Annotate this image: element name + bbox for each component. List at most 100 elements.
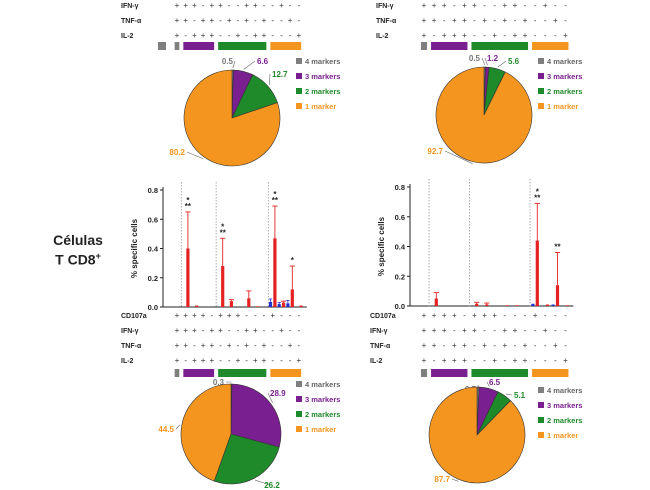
bar-chart-left-y-tick-label: 0.0 [148, 303, 158, 312]
mr-table-group-strip [420, 369, 428, 377]
mr-table-sign: - [564, 326, 567, 335]
mr-table-group-strip [431, 369, 468, 377]
pie-top-left: 0.5 6.612.7 80.2 4 markers 3 markers 2 marker… [169, 57, 340, 167]
ml-table-sign: + [262, 356, 267, 365]
pie-top-right-legend-swatch [538, 88, 544, 94]
top-left-marker-table: IFN-γ + + + - + + - - + + - - + - -TNF-α + + - + + - + - + - + - - + -… [121, 1, 301, 50]
ml-table-sign: - [280, 356, 283, 365]
ml-table-sign: + [270, 311, 275, 320]
ml-table-sign: - [289, 311, 292, 320]
mr-table-sign: + [492, 311, 497, 320]
mr-table-sign: + [482, 311, 487, 320]
pie-bottom-right-slice-label: 87.7 [434, 475, 450, 484]
mr-table-group-strip [532, 369, 569, 377]
ml-table-sign: - [228, 326, 231, 335]
mr-table-sign: + [472, 311, 477, 320]
pie-bottom-left-slice-label: 44.5 [158, 425, 174, 434]
pie-bottom-right-legend-entry: 2 markers [547, 416, 582, 425]
tl-table-sign: - [280, 16, 283, 25]
tr-table-sign: - [524, 1, 527, 10]
pie-top-right-slice-label: 5.6 [508, 57, 520, 66]
side-label-line2: T CD8 [55, 251, 96, 268]
mr-table-sign: - [564, 311, 567, 320]
ml-table-sign: - [245, 311, 248, 320]
ml-table-sign: - [263, 326, 266, 335]
mr-table-sign: + [462, 341, 467, 350]
mr-table-sign: - [473, 356, 476, 365]
bar-chart-right-significance: ** [534, 193, 541, 202]
tl-table-sign: + [201, 16, 206, 25]
tr-table-sign: - [473, 16, 476, 25]
pie-bottom-left-slice-label: 0.3 [213, 378, 225, 387]
pie-top-right-leader [481, 57, 486, 66]
mr-table-row-label: IL-2 [370, 358, 383, 365]
tl-table-sign: - [271, 31, 274, 40]
mr-table-sign: - [544, 311, 547, 320]
pie-top-left-slice-label: 12.7 [272, 70, 288, 79]
top-right-marker-table: IFN-γ + + + - + + - - + + - - + - -TNF-α + + - + + - + - + - + - - + -… [376, 1, 569, 50]
ml-table-sign: + [192, 326, 197, 335]
tr-table-sign: + [543, 1, 548, 10]
mr-table-sign: + [553, 341, 558, 350]
tl-table-sign: - [237, 1, 240, 10]
pie-bottom-left-legend-swatch [296, 426, 302, 432]
mr-table-sign: - [524, 311, 527, 320]
ml-table-sign: + [209, 326, 214, 335]
tr-table-sign: - [473, 31, 476, 40]
mr-table-sign: + [502, 341, 507, 350]
bar-chart-right-significance: * [536, 187, 540, 196]
tr-table-sign: + [432, 1, 437, 10]
tl-table-sign: + [175, 31, 180, 40]
ml-table-sign: - [210, 311, 213, 320]
mr-table-row-label: CD107a [370, 313, 396, 320]
ml-table-sign: - [237, 341, 240, 350]
ml-table-sign: + [218, 326, 223, 335]
ml-table-group-strip [174, 369, 180, 377]
pie-top-left-legend-entry: 2 markers [305, 87, 340, 96]
tr-table-sign: + [563, 31, 568, 40]
pie-top-right-legend-entry: 3 markers [547, 72, 582, 81]
tl-table-sign: - [263, 1, 266, 10]
tl-table-group-strip [183, 42, 215, 50]
mr-table-sign: - [463, 311, 466, 320]
pie-bottom-left-leader [254, 479, 271, 486]
mr-table-sign: + [513, 356, 518, 365]
tl-table-row-label: IL-2 [121, 33, 134, 40]
bar-chart-right-bar-red [485, 304, 489, 306]
tr-table-sign: - [554, 1, 557, 10]
ml-table-sign: + [288, 341, 293, 350]
bar-chart-left-bar-blue [286, 303, 290, 307]
ml-table-sign: + [253, 326, 258, 335]
ml-table-row-label: IFN-γ [121, 328, 139, 335]
bar-chart-left-y-tick-label: 0.4 [148, 245, 159, 254]
tr-table-sign: + [462, 16, 467, 25]
mr-table-row-label: IFN-γ [370, 328, 388, 335]
tr-table-sign: + [502, 1, 507, 10]
mr-table-sign: + [422, 311, 427, 320]
ml-table-sign: - [245, 356, 248, 365]
mr-table-sign: + [462, 356, 467, 365]
pie-top-right-slice-label: 0.5 [469, 54, 481, 63]
mr-table-sign: + [543, 326, 548, 335]
mr-table-sign: - [503, 356, 506, 365]
ml-table-row-label: IL-2 [121, 358, 134, 365]
ml-table-sign: + [201, 311, 206, 320]
tl-table-sign: + [262, 16, 267, 25]
tr-table-sign: + [462, 31, 467, 40]
mr-table-sign: + [452, 356, 457, 365]
mr-table-sign: + [422, 326, 427, 335]
tr-table-sign: + [492, 31, 497, 40]
tr-table-sign: + [432, 16, 437, 25]
pie-top-right-slice [435, 66, 533, 164]
tl-table-sign: - [271, 1, 274, 10]
tl-table-row-label: TNF-α [121, 18, 142, 25]
mr-table-sign: - [514, 341, 517, 350]
pie-top-left-slice [183, 69, 281, 167]
ml-table-sign: + [236, 311, 241, 320]
pie-bottom-left-legend-entry: 1 marker [305, 425, 336, 434]
bar-chart-left-significance: ** [272, 196, 279, 205]
ml-table-sign: - [289, 326, 292, 335]
pie-top-right-legend-entry: 2 markers [547, 87, 582, 96]
tl-table-sign: + [227, 16, 232, 25]
ml-table-sign: + [244, 341, 249, 350]
